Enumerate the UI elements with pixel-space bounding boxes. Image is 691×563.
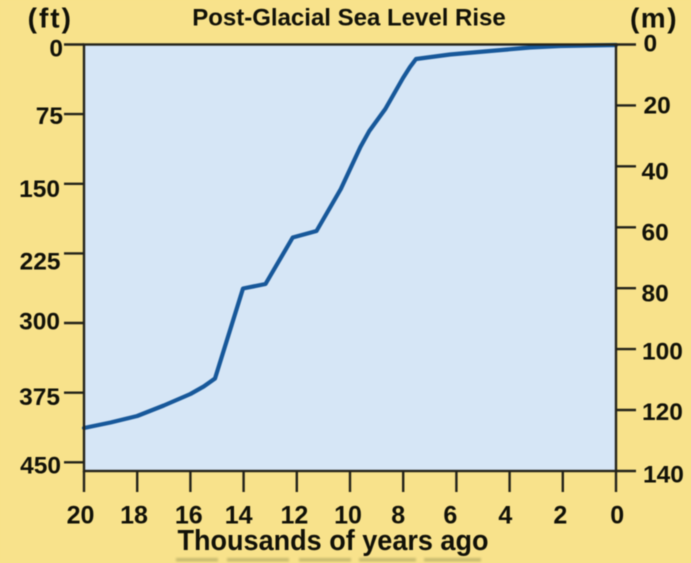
svg-text:2: 2 xyxy=(553,501,567,529)
svg-text:Post-Glacial Sea Level Rise: Post-Glacial Sea Level Rise xyxy=(192,4,506,31)
svg-text:14: 14 xyxy=(225,501,253,529)
svg-text:60: 60 xyxy=(642,219,669,246)
svg-text:18: 18 xyxy=(120,501,148,529)
svg-text:(m): (m) xyxy=(630,3,678,34)
svg-text:0: 0 xyxy=(610,501,624,529)
svg-text:16: 16 xyxy=(175,501,203,529)
svg-text:80: 80 xyxy=(642,281,669,308)
svg-text:40: 40 xyxy=(642,158,669,185)
svg-text:4: 4 xyxy=(498,501,512,529)
svg-text:(ft): (ft) xyxy=(28,3,73,34)
svg-text:450: 450 xyxy=(20,452,61,479)
svg-text:10: 10 xyxy=(334,501,362,529)
svg-text:6: 6 xyxy=(443,501,457,529)
svg-text:75: 75 xyxy=(36,103,63,130)
svg-text:8: 8 xyxy=(391,501,405,529)
svg-text:0: 0 xyxy=(49,35,63,62)
svg-text:140: 140 xyxy=(643,462,684,489)
svg-text:100: 100 xyxy=(642,339,683,366)
svg-text:150: 150 xyxy=(19,176,60,203)
svg-text:300: 300 xyxy=(19,309,60,336)
svg-text:225: 225 xyxy=(20,248,61,275)
svg-text:Thousands of years ago: Thousands of years ago xyxy=(178,525,489,557)
svg-text:20: 20 xyxy=(67,501,95,529)
svg-text:12: 12 xyxy=(280,501,308,529)
svg-text:375: 375 xyxy=(19,384,60,411)
svg-text:20: 20 xyxy=(644,93,671,120)
svg-text:120: 120 xyxy=(642,399,683,426)
svg-text:0: 0 xyxy=(644,30,658,57)
